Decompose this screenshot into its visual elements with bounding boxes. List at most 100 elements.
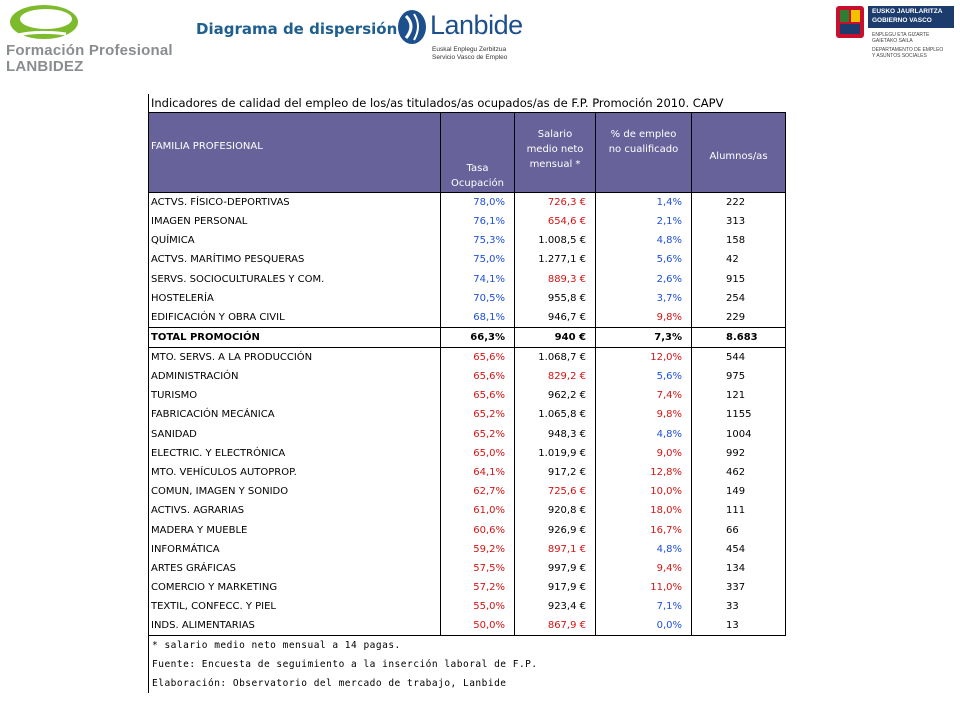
fp-logo-line2: LANBIDEZ	[6, 58, 84, 75]
cell-empleo: 2,1%	[595, 212, 692, 232]
cell-salario: 917,9 €	[514, 578, 596, 598]
cell-familia: MADERA Y MUEBLE	[148, 520, 441, 540]
gv-line2: GOBIERNO VASCO	[872, 17, 932, 24]
header-empleo: % de empleo no cualificado	[595, 112, 692, 193]
coat-of-arms-icon	[836, 6, 864, 38]
cell-familia: TURISMO	[148, 386, 441, 406]
cell-tasa: 74,1%	[440, 269, 515, 289]
cell-alumnos: 462	[691, 462, 786, 483]
gv-sub2: GAIETAKO SAILA	[872, 38, 913, 44]
cell-alumnos: 13	[691, 616, 786, 637]
cell-tasa: 68,1%	[440, 307, 515, 328]
table-row: EDIFICACIÓN Y OBRA CIVIL 68,1% 946,7 €9,8%…	[148, 307, 786, 328]
cell-alumnos: 149	[691, 482, 786, 502]
cell-alumnos: 66	[691, 520, 786, 540]
cell-tasa: 65,6%	[440, 347, 515, 367]
cell-alumnos: 454	[691, 539, 786, 559]
header-tasa-1: Tasa	[466, 163, 489, 174]
header-salario-2: medio neto	[526, 144, 584, 155]
table-row: COMUN, IMAGEN Y SONIDO 62,7% 725,6 €10,0% 1…	[148, 482, 786, 502]
note-salary: * salario medio neto mensual a 14 pagas.	[152, 640, 401, 652]
cell-familia: TEXTIL, CONFECC. Y PIEL	[148, 597, 441, 617]
cell-tasa: 70,5%	[440, 288, 515, 308]
cell-empleo: 5,6%	[595, 250, 692, 270]
table-row: SERVS. SOCIOCULTURALES Y COM. 74,1% 889,3 …	[148, 269, 786, 289]
cell-tasa: 55,0%	[440, 597, 515, 617]
cell-familia: SERVS. SOCIOCULTURALES Y COM.	[148, 269, 441, 289]
table-title: Indicadores de calidad del empleo de los…	[148, 94, 785, 112]
cell-empleo: 7,4%	[595, 386, 692, 406]
cell-alumnos: 134	[691, 558, 786, 578]
cell-tasa: 65,2%	[440, 405, 515, 425]
fp-logo-mark-icon	[10, 5, 78, 39]
header-salario: Salario medio neto mensual *	[514, 112, 596, 193]
cell-familia: COMUN, IMAGEN Y SONIDO	[148, 482, 441, 502]
cell-empleo: 12,8%	[595, 462, 692, 483]
cell-empleo: 4,8%	[595, 539, 692, 559]
cell-alumnos: 337	[691, 578, 786, 598]
table-row: ACTIVS. AGRARIAS 61,0% 920,8 €18,0% 111	[148, 501, 786, 521]
header-salario-1: Salario	[537, 129, 573, 140]
cell-familia: EDIFICACIÓN Y OBRA CIVIL	[148, 307, 441, 328]
cell-tasa: 60,6%	[440, 520, 515, 540]
table-row: INDS. ALIMENTARIAS 50,0% 867,9 €0,0% 13	[148, 616, 786, 637]
cell-alumnos: 229	[691, 307, 786, 328]
header-familia: FAMILIA PROFESIONAL	[148, 112, 441, 193]
cell-alumnos: 313	[691, 212, 786, 232]
table-row: COMERCIO Y MARKETING 57,2% 917,9 €11,0% 337	[148, 578, 786, 598]
cell-familia: ACTVS. MARÍTIMO PESQUERAS	[148, 250, 441, 270]
cell-empleo: 11,0%	[595, 578, 692, 598]
cell-salario: 926,9 €	[514, 520, 596, 540]
cell-salario: 1.068,7 €	[514, 347, 596, 367]
lanbide-logo: Lanbide Euskal Enplegu Zerbitzua Servici…	[396, 6, 536, 62]
cell-salario: 997,9 €	[514, 558, 596, 578]
cell-alumnos: 544	[691, 347, 786, 367]
table-row: ACTVS. MARÍTIMO PESQUERAS 75,0% 1.277,1 €5…	[148, 250, 786, 270]
cell-salario: 726,3 €	[514, 192, 596, 212]
cell-salario: 1.019,9 €	[514, 443, 596, 463]
cell-empleo: 16,7%	[595, 520, 692, 540]
table-row: MTO. VEHÍCULOS AUTOPROP. 64,1% 917,2 €12,8…	[148, 462, 786, 483]
cell-tasa: 66,3%	[440, 326, 515, 348]
cell-alumnos: 915	[691, 269, 786, 289]
cell-familia: QUÍMICA	[148, 231, 441, 251]
indicators-table: FAMILIA PROFESIONAL Tasa Ocupación Salari…	[148, 112, 786, 637]
cell-empleo: 4,8%	[595, 424, 692, 444]
cell-familia: FABRICACIÓN MECÁNICA	[148, 405, 441, 425]
cell-alumnos: 121	[691, 386, 786, 406]
cell-alumnos: 158	[691, 231, 786, 251]
gv-sub4: Y ASUNTOS SOCIALES	[872, 53, 927, 59]
table-row: ELECTRIC. Y ELECTRÓNICA 65,0% 1.019,9 €9,0…	[148, 443, 786, 463]
cell-alumnos: 222	[691, 192, 786, 212]
cell-tasa: 57,2%	[440, 578, 515, 598]
cell-salario: 920,8 €	[514, 501, 596, 521]
cell-alumnos: 33	[691, 597, 786, 617]
table-row: MTO. SERVS. A LA PRODUCCIÓN 65,6% 1.068,7 …	[148, 347, 786, 367]
cell-alumnos: 1004	[691, 424, 786, 444]
table-row: IMAGEN PERSONAL 76,1% 654,6 €2,1% 313	[148, 212, 786, 232]
cell-familia: ELECTRIC. Y ELECTRÓNICA	[148, 443, 441, 463]
note-elaboration: Elaboración: Observatorio del mercado de…	[152, 678, 507, 690]
cell-familia: IMAGEN PERSONAL	[148, 212, 441, 232]
table-row: HOSTELERÍA 70,5% 955,8 €3,7% 254	[148, 288, 786, 308]
cell-familia: TOTAL PROMOCIÓN	[148, 326, 441, 348]
cell-salario: 829,2 €	[514, 366, 596, 387]
cell-tasa: 65,6%	[440, 366, 515, 387]
cell-empleo: 5,6%	[595, 366, 692, 387]
cell-salario: 1.065,8 €	[514, 405, 596, 425]
cell-tasa: 78,0%	[440, 192, 515, 212]
gv-text-block	[868, 6, 954, 28]
cell-tasa: 57,5%	[440, 558, 515, 578]
cell-salario: 917,2 €	[514, 462, 596, 483]
cell-alumnos: 992	[691, 443, 786, 463]
cell-tasa: 76,1%	[440, 212, 515, 232]
cell-salario: 725,6 €	[514, 482, 596, 502]
table-row: ACTVS. FÍSICO-DEPORTIVAS 78,0% 726,3 €1,4%…	[148, 192, 786, 212]
gv-line1: EUSKO JAURLARITZA	[872, 8, 943, 15]
cell-tasa: 75,0%	[440, 250, 515, 270]
cell-tasa: 65,0%	[440, 443, 515, 463]
cell-salario: 948,3 €	[514, 424, 596, 444]
cell-familia: ARTES GRÁFICAS	[148, 558, 441, 578]
table-row: MADERA Y MUEBLE 60,6% 926,9 €16,7% 66	[148, 520, 786, 540]
cell-alumnos: 254	[691, 288, 786, 308]
